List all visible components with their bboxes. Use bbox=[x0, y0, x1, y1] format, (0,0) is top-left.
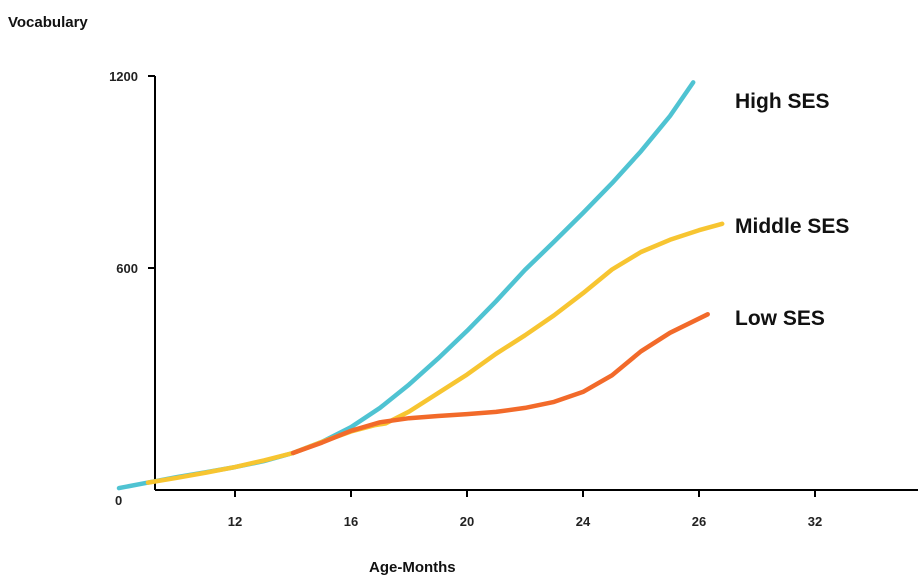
x-axis-title: Age-Months bbox=[369, 559, 456, 576]
series-lines bbox=[116, 80, 725, 491]
y-tick-label: 0 bbox=[115, 493, 122, 508]
y-axis-title: Vocabulary bbox=[8, 14, 88, 31]
x-tick-label: 26 bbox=[692, 514, 706, 529]
series-line-high-ses bbox=[116, 80, 696, 491]
series-label-middle-ses: Middle SES bbox=[735, 215, 849, 238]
axes: 0600120012162024263236 bbox=[109, 69, 918, 529]
x-tick-label: 32 bbox=[808, 514, 822, 529]
series-label-low-ses: Low SES bbox=[735, 307, 825, 330]
x-tick-label: 16 bbox=[344, 514, 358, 529]
x-tick-label: 20 bbox=[460, 514, 474, 529]
x-tick-label: 12 bbox=[228, 514, 242, 529]
series-label-high-ses: High SES bbox=[735, 90, 830, 113]
y-tick-label: 600 bbox=[116, 261, 138, 276]
series-line-middle-ses bbox=[145, 221, 725, 485]
x-tick-label: 24 bbox=[576, 514, 591, 529]
series-labels: High SES Middle SES Low SES bbox=[735, 90, 849, 330]
series-line-low-ses bbox=[290, 312, 710, 456]
y-tick-label: 1200 bbox=[109, 69, 138, 84]
